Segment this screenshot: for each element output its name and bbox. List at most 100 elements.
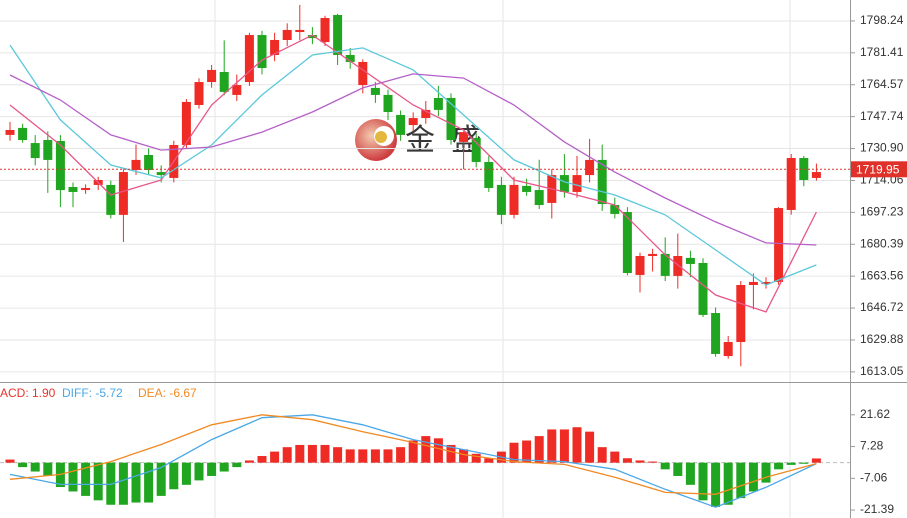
candle-body (396, 115, 406, 135)
candle-body (534, 190, 544, 206)
legend-entry: ACD: 1.90 (0, 386, 56, 400)
candle-body (446, 97, 456, 141)
macd-bar (43, 462, 53, 476)
macd-bar (685, 462, 695, 485)
macd-bar (156, 462, 166, 496)
candle-body (622, 212, 632, 274)
macd-bar (660, 462, 670, 470)
macd-bar (799, 462, 809, 464)
candle-body (232, 85, 242, 95)
candle-body (736, 284, 746, 343)
line-series (9, 414, 817, 495)
candle-body (131, 159, 141, 170)
macd-bar (118, 462, 128, 505)
candle-body (5, 129, 15, 135)
candle-body (660, 253, 670, 276)
candle-body (18, 127, 28, 141)
macd-bar (522, 440, 532, 463)
candle-body (799, 158, 809, 181)
macd-bar (244, 460, 254, 463)
candle-body (673, 255, 683, 276)
line-series (9, 34, 817, 313)
candle-body (433, 97, 443, 110)
macd-bar (459, 449, 469, 463)
candle-body (295, 29, 305, 33)
marks-layer (5, 4, 821, 508)
legend-entry: DIFF: -5.72 (62, 386, 123, 400)
line-series (9, 44, 817, 286)
macd-bar (698, 462, 708, 501)
candle-body (774, 208, 784, 282)
macd-bar (106, 462, 116, 505)
candle-body (585, 159, 595, 176)
macd-bar (194, 462, 204, 481)
macd-bar (131, 462, 141, 503)
candle-body (648, 253, 658, 256)
y-tick-label: 1730.90 (860, 141, 904, 155)
y-tick-label: 21.62 (860, 407, 890, 421)
candle-body (711, 313, 721, 354)
macd-bar (786, 462, 796, 465)
macd-bar (30, 462, 40, 472)
macd-bar (421, 436, 431, 463)
candle-body (370, 87, 380, 95)
candle-body (30, 143, 40, 159)
candle-body (761, 281, 771, 285)
candle-body (723, 342, 733, 357)
macd-bar (648, 461, 658, 463)
candle-body (786, 158, 796, 210)
macd-bar (811, 458, 821, 463)
y-tick-label: 1680.39 (860, 236, 904, 250)
macd-bar (547, 429, 557, 463)
macd-bar (748, 462, 758, 492)
macd-bar (358, 449, 368, 463)
macd-bar (635, 460, 645, 463)
macd-bar (610, 451, 620, 463)
macd-bar (219, 462, 229, 472)
macd-bar (295, 444, 305, 463)
candle-body (144, 154, 154, 170)
macd-bar (232, 462, 242, 468)
legend-entry: DEA: -6.67 (138, 386, 197, 400)
macd-bar (144, 462, 154, 503)
candle-body (219, 72, 229, 92)
macd-bar (446, 444, 456, 463)
macd-bar (383, 449, 393, 463)
candle-body (345, 54, 355, 62)
y-tick-label: 1781.41 (860, 45, 904, 59)
y-tick-label: 1697.23 (860, 205, 904, 219)
y-tick-label: -21.39 (860, 502, 894, 516)
y-tick-label: 1747.74 (860, 109, 904, 123)
macd-bar (433, 438, 443, 463)
candle-body (43, 140, 53, 160)
candle-body (484, 162, 494, 188)
top-layer: 1798.241781.411764.571747.741730.901714.… (0, 13, 907, 516)
candle-body (496, 184, 506, 215)
macd-bar (370, 449, 380, 463)
candle-body (118, 172, 128, 215)
macd-bar (484, 458, 494, 463)
candle-body (320, 18, 330, 43)
macd-bar (81, 462, 91, 496)
macd-bar (711, 462, 721, 507)
candle-body (333, 14, 343, 55)
candle-body (282, 29, 292, 40)
macd-bar (307, 444, 317, 463)
candle-body (685, 257, 695, 264)
y-tick-label: 1613.05 (860, 364, 904, 378)
macd-bar (18, 462, 28, 468)
macd-bar (774, 462, 784, 470)
macd-bar (736, 462, 746, 499)
macd-bar (471, 453, 481, 463)
macd-bar (320, 444, 330, 463)
macd-bar (5, 459, 15, 463)
candle-body (509, 184, 519, 215)
macd-bar (68, 462, 78, 492)
y-tick-label: 1646.72 (860, 300, 904, 314)
macd-bar (597, 447, 607, 463)
macd-bar (257, 456, 267, 463)
macd-bar (534, 436, 544, 463)
candle-body (421, 109, 431, 119)
